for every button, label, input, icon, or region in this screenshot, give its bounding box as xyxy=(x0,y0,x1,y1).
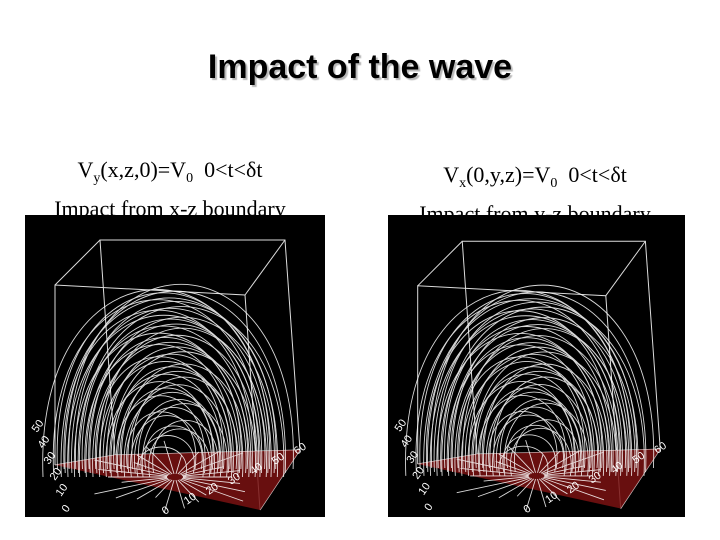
left-front-tick-label: 30 xyxy=(226,471,243,488)
right-left-tick-label: 40 xyxy=(398,433,415,450)
left-eq-args: (x,z,0)=V xyxy=(100,157,187,182)
right-left-tick-label: 30 xyxy=(404,449,421,466)
left-left-tick-label: 10 xyxy=(54,482,71,499)
right-front-tick-label: 50 xyxy=(630,450,647,467)
left-base-plane xyxy=(55,450,300,510)
left-left-tick-label: 0 xyxy=(60,503,73,515)
left-front-tick-label: 20 xyxy=(204,481,221,498)
left-front-tick-label: 0 xyxy=(160,504,172,517)
left-front-tick-label: 40 xyxy=(248,461,265,478)
left-equation: Vy(x,z,0)=V0 0<t<δt xyxy=(20,155,320,194)
right-eq-args: (0,y,z)=V xyxy=(466,162,551,187)
right-equation: Vx(0,y,z)=V0 0<t<δt xyxy=(385,160,685,199)
right-eq-interval: 0<t< xyxy=(568,162,611,187)
right-eq-delta: δ xyxy=(610,162,621,187)
left-eq-v0-sub: 0 xyxy=(186,171,194,186)
left-left-tick-label: 40 xyxy=(36,434,53,451)
left-front-tick-label: 50 xyxy=(270,451,287,468)
left-left-tick-label: 30 xyxy=(42,450,59,467)
left-front-tick-label: 60 xyxy=(292,441,309,458)
left-front-tick-label: 10 xyxy=(182,491,199,508)
right-left-tick-label: 50 xyxy=(393,417,410,434)
left-eq-v-sub: y xyxy=(93,171,101,186)
right-front-tick-label: 30 xyxy=(587,469,604,486)
right-field-lines xyxy=(405,284,654,512)
right-front-tick-label: 10 xyxy=(543,489,560,506)
left-eq-delta: δ xyxy=(246,157,257,182)
right-front-tick-label: 40 xyxy=(609,460,626,477)
left-left-tick-label: 50 xyxy=(30,418,47,435)
right-front-tick-label: 60 xyxy=(652,440,669,457)
left-field-lines xyxy=(42,283,294,514)
right-left-tick-label: 0 xyxy=(422,501,435,513)
right-eq-t: t xyxy=(620,162,627,187)
left-left-tick-label: 20 xyxy=(48,466,65,483)
left-eq-interval: 0<t< xyxy=(204,157,247,182)
right-field-visualization: 50 40 30 20 10 0 0 10 20 30 40 50 60 xyxy=(388,215,685,517)
slide-title: Impact of the wave xyxy=(207,48,513,86)
right-left-tick-label: 10 xyxy=(416,481,433,498)
right-front-tick-label: 20 xyxy=(565,479,582,496)
right-front-tick-label: 0 xyxy=(521,503,533,516)
left-eq-t: t xyxy=(256,157,263,182)
right-base-plane xyxy=(417,449,661,509)
left-field-visualization: 50 40 30 20 10 0 0 10 20 30 40 50 60 xyxy=(25,215,325,517)
right-eq-v0-sub: 0 xyxy=(550,176,558,191)
left-eq-v: V xyxy=(77,157,94,182)
left-caption: Vy(x,z,0)=V0 0<t<δt Impact from x-z boun… xyxy=(20,155,320,224)
right-eq-v: V xyxy=(443,162,460,187)
right-left-tick-label: 20 xyxy=(410,465,427,482)
right-eq-v-sub: x xyxy=(459,176,467,191)
